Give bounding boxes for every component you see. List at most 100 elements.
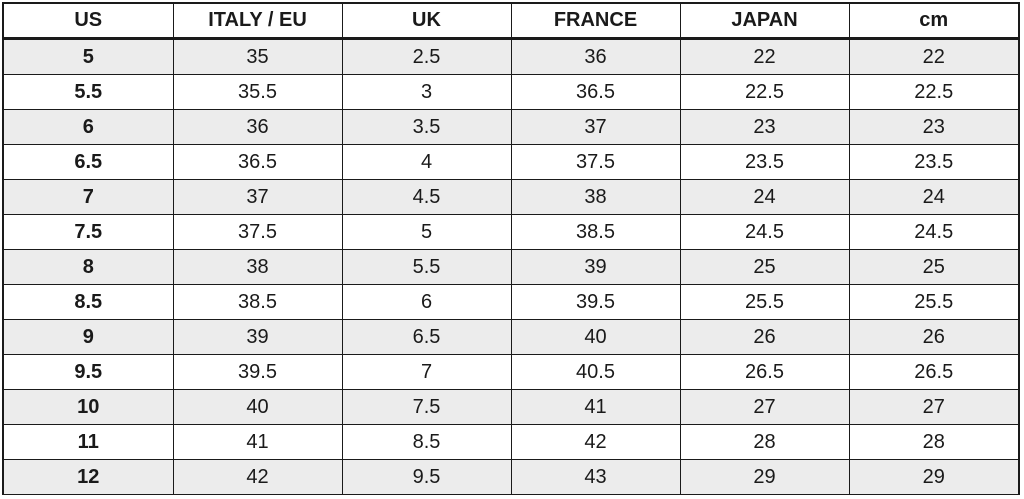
table-row: 11 41 8.5 42 28 28 — [4, 424, 1018, 460]
cell-japan: 29 — [679, 459, 850, 494]
cell-japan: 23.5 — [679, 144, 850, 180]
cell-france: 41 — [510, 389, 681, 425]
cell-france: 42 — [510, 424, 681, 460]
cell-france: 37.5 — [510, 144, 681, 180]
cell-japan: 22.5 — [679, 74, 850, 110]
size-conversion-table: US ITALY / EU UK FRANCE JAPAN cm 5 35 2.5 3… — [4, 4, 1018, 494]
cell-italy-eu: 42 — [172, 459, 343, 494]
cell-us: 5.5 — [4, 74, 174, 110]
cell-uk: 8.5 — [341, 424, 512, 460]
cell-cm: 22.5 — [848, 74, 1018, 110]
header-france: FRANCE — [510, 4, 681, 40]
cell-italy-eu: 35.5 — [172, 74, 343, 110]
cell-us: 8 — [4, 249, 174, 285]
cell-uk: 6.5 — [341, 319, 512, 355]
cell-japan: 23 — [679, 109, 850, 145]
cell-france: 38 — [510, 179, 681, 215]
cell-japan: 24.5 — [679, 214, 850, 250]
cell-france: 36.5 — [510, 74, 681, 110]
cell-uk: 3 — [341, 74, 512, 110]
cell-us: 6 — [4, 109, 174, 145]
cell-cm: 29 — [848, 459, 1018, 494]
cell-cm: 24.5 — [848, 214, 1018, 250]
cell-us: 7.5 — [4, 214, 174, 250]
cell-japan: 25.5 — [679, 284, 850, 320]
cell-uk: 2.5 — [341, 38, 512, 75]
cell-france: 43 — [510, 459, 681, 494]
table-header: US ITALY / EU UK FRANCE JAPAN cm — [4, 4, 1018, 40]
table-row: 6.5 36.5 4 37.5 23.5 23.5 — [4, 144, 1018, 180]
cell-us: 12 — [4, 459, 174, 494]
cell-japan: 24 — [679, 179, 850, 215]
cell-uk: 4 — [341, 144, 512, 180]
cell-italy-eu: 40 — [172, 389, 343, 425]
cell-japan: 26 — [679, 319, 850, 355]
cell-japan: 22 — [679, 38, 850, 75]
cell-france: 39 — [510, 249, 681, 285]
cell-cm: 26 — [848, 319, 1018, 355]
cell-us: 6.5 — [4, 144, 174, 180]
cell-cm: 28 — [848, 424, 1018, 460]
table-row: 6 36 3.5 37 23 23 — [4, 109, 1018, 145]
cell-france: 37 — [510, 109, 681, 145]
cell-us: 9 — [4, 319, 174, 355]
cell-uk: 6 — [341, 284, 512, 320]
cell-us: 11 — [4, 424, 174, 460]
cell-italy-eu: 36 — [172, 109, 343, 145]
cell-cm: 25.5 — [848, 284, 1018, 320]
cell-cm: 24 — [848, 179, 1018, 215]
table-row: 7.5 37.5 5 38.5 24.5 24.5 — [4, 214, 1018, 250]
cell-cm: 22 — [848, 38, 1018, 75]
cell-uk: 9.5 — [341, 459, 512, 494]
cell-italy-eu: 35 — [172, 38, 343, 75]
cell-japan: 28 — [679, 424, 850, 460]
cell-cm: 23 — [848, 109, 1018, 145]
cell-france: 39.5 — [510, 284, 681, 320]
table-row: 9 39 6.5 40 26 26 — [4, 319, 1018, 355]
header-us: US — [4, 4, 174, 40]
table-row: 10 40 7.5 41 27 27 — [4, 389, 1018, 425]
cell-italy-eu: 36.5 — [172, 144, 343, 180]
header-row: US ITALY / EU UK FRANCE JAPAN cm — [4, 4, 1018, 40]
cell-uk: 7 — [341, 354, 512, 390]
cell-us: 5 — [4, 38, 174, 75]
cell-us: 7 — [4, 179, 174, 215]
cell-us: 8.5 — [4, 284, 174, 320]
cell-france: 38.5 — [510, 214, 681, 250]
cell-france: 40 — [510, 319, 681, 355]
cell-france: 36 — [510, 38, 681, 75]
cell-uk: 3.5 — [341, 109, 512, 145]
cell-italy-eu: 37.5 — [172, 214, 343, 250]
table-row: 5.5 35.5 3 36.5 22.5 22.5 — [4, 74, 1018, 110]
cell-uk: 5 — [341, 214, 512, 250]
table-row: 8 38 5.5 39 25 25 — [4, 249, 1018, 285]
table-row: 8.5 38.5 6 39.5 25.5 25.5 — [4, 284, 1018, 320]
cell-cm: 23.5 — [848, 144, 1018, 180]
cell-italy-eu: 38 — [172, 249, 343, 285]
header-uk: UK — [341, 4, 512, 40]
cell-italy-eu: 38.5 — [172, 284, 343, 320]
cell-uk: 4.5 — [341, 179, 512, 215]
cell-france: 40.5 — [510, 354, 681, 390]
cell-us: 9.5 — [4, 354, 174, 390]
cell-cm: 26.5 — [848, 354, 1018, 390]
cell-italy-eu: 39.5 — [172, 354, 343, 390]
cell-italy-eu: 39 — [172, 319, 343, 355]
header-italy-eu: ITALY / EU — [172, 4, 343, 40]
cell-japan: 26.5 — [679, 354, 850, 390]
cell-italy-eu: 41 — [172, 424, 343, 460]
cell-uk: 7.5 — [341, 389, 512, 425]
cell-japan: 27 — [679, 389, 850, 425]
header-japan: JAPAN — [679, 4, 850, 40]
cell-uk: 5.5 — [341, 249, 512, 285]
cell-italy-eu: 37 — [172, 179, 343, 215]
table-row: 9.5 39.5 7 40.5 26.5 26.5 — [4, 354, 1018, 390]
cell-cm: 27 — [848, 389, 1018, 425]
table-row: 7 37 4.5 38 24 24 — [4, 179, 1018, 215]
table-row: 5 35 2.5 36 22 22 — [4, 38, 1018, 75]
cell-us: 10 — [4, 389, 174, 425]
header-cm: cm — [848, 4, 1018, 40]
cell-cm: 25 — [848, 249, 1018, 285]
table-row: 12 42 9.5 43 29 29 — [4, 459, 1018, 494]
